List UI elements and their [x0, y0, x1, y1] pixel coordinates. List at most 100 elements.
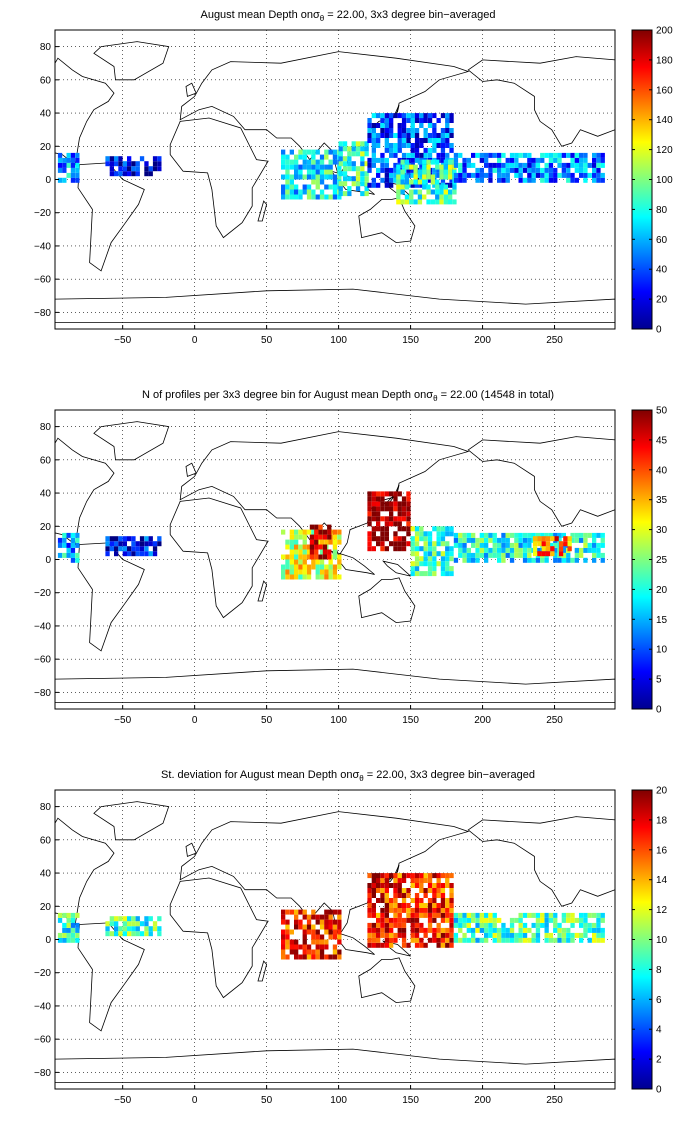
data-cell	[414, 546, 420, 552]
data-cell	[453, 157, 459, 163]
data-cell	[122, 916, 127, 922]
y-tick-label: 80	[40, 42, 52, 53]
data-cell	[380, 927, 385, 933]
data-cell	[501, 162, 506, 168]
data-cell	[376, 541, 381, 547]
data-cell	[118, 156, 123, 162]
data-cell	[522, 537, 528, 543]
data-cell	[488, 922, 493, 928]
data-cell	[114, 931, 119, 937]
data-cell	[396, 199, 401, 205]
data-cell	[380, 118, 385, 123]
data-cell	[384, 516, 389, 522]
data-cell	[380, 878, 385, 883]
data-cell	[501, 552, 506, 558]
data-cell	[144, 166, 149, 172]
data-cell	[475, 927, 480, 933]
data-cell	[401, 118, 407, 123]
data-cell	[475, 172, 480, 178]
data-cell	[449, 531, 454, 537]
data-cell	[384, 182, 389, 188]
data-cell	[449, 128, 454, 133]
data-cell	[367, 138, 372, 143]
data-cell	[309, 539, 315, 545]
data-cell	[360, 141, 365, 147]
data-cell	[332, 544, 338, 550]
data-cell	[419, 526, 424, 532]
data-cell	[448, 169, 453, 175]
data-cell	[600, 177, 605, 183]
data-cell	[413, 179, 418, 185]
data-cell	[553, 157, 558, 163]
data-cell	[75, 937, 80, 943]
data-cell	[384, 531, 389, 537]
coastline	[257, 580, 268, 602]
data-cell	[548, 932, 554, 938]
data-cell	[479, 937, 484, 943]
data-cell	[298, 154, 303, 160]
data-cell	[70, 922, 76, 928]
colorbar-tick-label: 60	[656, 235, 668, 246]
data-cell	[298, 534, 303, 540]
colorbar-tick-label: 12	[656, 905, 668, 916]
data-cell	[70, 177, 76, 183]
data-cell	[532, 541, 538, 547]
x-axis: −50 0 50 100 150 200 250	[114, 325, 563, 346]
data-cell	[332, 529, 338, 535]
data-cell	[289, 909, 294, 915]
data-cell	[432, 128, 437, 133]
data-cell	[118, 536, 123, 542]
data-cell	[152, 166, 158, 172]
data-cell	[322, 554, 328, 560]
data-cell	[419, 883, 424, 888]
data-cell	[414, 932, 420, 938]
data-cell	[109, 931, 114, 937]
data-cell	[62, 532, 67, 538]
data-cell	[376, 888, 381, 893]
data-cell	[540, 557, 545, 563]
data-cell	[401, 128, 407, 133]
data-cell	[449, 888, 454, 893]
data-cell	[401, 942, 407, 948]
data-cell	[75, 927, 80, 933]
data-cell	[315, 939, 320, 945]
y-tick-label: −40	[34, 241, 51, 252]
coastline	[358, 957, 416, 1004]
data-cell	[426, 199, 431, 205]
data-cell	[135, 541, 140, 547]
data-cell	[289, 174, 294, 180]
data-cell	[131, 916, 136, 922]
data-cell	[440, 177, 446, 183]
data-cell	[380, 157, 385, 163]
data-cell	[409, 199, 414, 205]
data-cell	[380, 536, 385, 542]
data-cell	[427, 133, 433, 138]
data-cell	[144, 551, 149, 557]
data-cell	[393, 883, 398, 888]
data-cell	[75, 912, 80, 918]
data-cell	[109, 536, 114, 542]
data-cell	[302, 924, 307, 930]
data-cell	[302, 954, 307, 960]
data-cell	[384, 912, 389, 918]
data-cell	[427, 536, 433, 542]
data-cell	[319, 954, 325, 960]
data-cell	[322, 534, 328, 540]
data-cell	[414, 113, 420, 119]
data-cell	[427, 937, 433, 943]
data-cell	[445, 541, 450, 547]
data-cell	[544, 557, 549, 563]
data-cell	[587, 912, 592, 918]
data-cell	[364, 191, 369, 197]
data-cell	[109, 166, 114, 172]
data-cell	[294, 569, 299, 575]
y-tick-label: 80	[40, 422, 52, 433]
data-cell	[66, 912, 71, 918]
data-cell	[400, 179, 405, 185]
data-cell	[298, 564, 303, 570]
data-cell	[484, 537, 489, 543]
data-cell	[570, 532, 575, 538]
data-cell	[540, 917, 545, 923]
data-cell	[384, 937, 389, 943]
